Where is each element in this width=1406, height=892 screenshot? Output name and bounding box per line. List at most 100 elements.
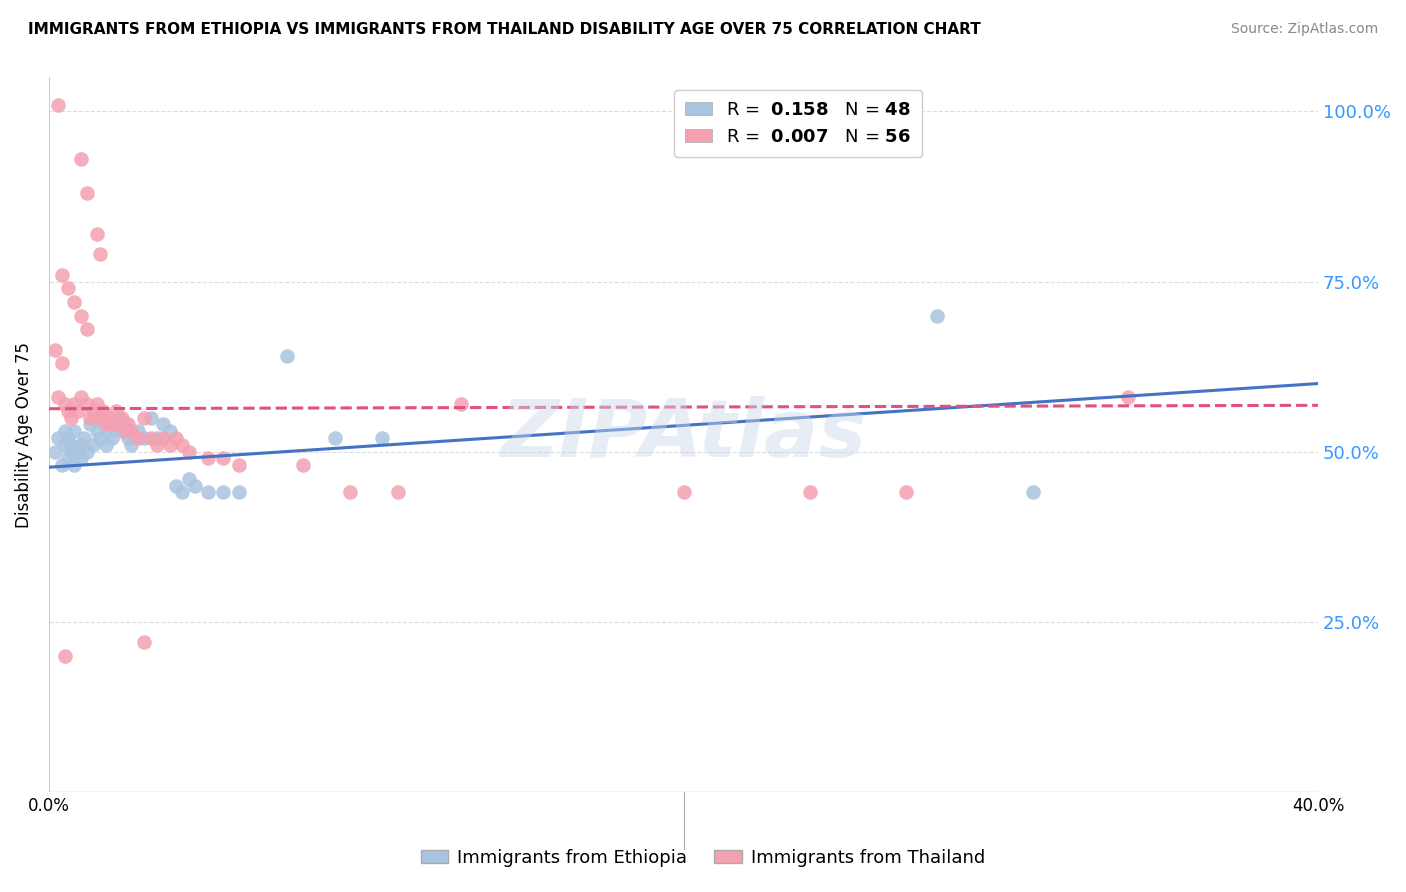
Point: [94, 417, 117, 432]
Point: [82, 438, 104, 452]
Point: [56, 431, 79, 445]
Point: [228, 458, 250, 473]
Point: [53, 438, 76, 452]
Text: IMMIGRANTS FROM ETHIOPIA VS IMMIGRANTS FROM THAILAND DISABILITY AGE OVER 75 CORR: IMMIGRANTS FROM ETHIOPIA VS IMMIGRANTS F…: [28, 22, 981, 37]
Point: [111, 410, 134, 425]
Point: [69, 152, 91, 166]
Point: [51, 268, 73, 282]
Point: [98, 410, 121, 425]
Point: [63, 294, 86, 309]
Point: [1116, 390, 1139, 404]
Point: [387, 485, 409, 500]
Point: [134, 635, 156, 649]
Point: [51, 356, 73, 370]
Point: [73, 431, 96, 445]
Point: [371, 431, 394, 445]
Point: [927, 309, 949, 323]
Text: ZIPAtlas: ZIPAtlas: [501, 395, 866, 474]
Point: [177, 444, 200, 458]
Point: [53, 424, 76, 438]
Point: [139, 410, 162, 425]
Point: [56, 451, 79, 466]
Point: [51, 458, 73, 473]
Point: [89, 247, 111, 261]
Point: [146, 431, 169, 445]
Point: [76, 186, 98, 200]
Point: [212, 485, 235, 500]
Point: [117, 431, 139, 445]
Point: [165, 478, 187, 492]
Point: [101, 431, 124, 445]
Point: [86, 397, 108, 411]
Point: [56, 403, 79, 417]
Point: [139, 431, 162, 445]
Point: [63, 424, 86, 438]
Point: [177, 472, 200, 486]
Point: [66, 403, 89, 417]
Point: [104, 417, 127, 432]
Point: [276, 349, 298, 363]
Point: [69, 390, 91, 404]
Point: [450, 397, 472, 411]
Y-axis label: Disability Age Over 75: Disability Age Over 75: [15, 342, 32, 527]
Point: [48, 431, 70, 445]
Point: [48, 390, 70, 404]
Point: [117, 417, 139, 432]
Legend: R =  $\bf{0.158}$   N = $\bf{48}$, R =  $\bf{0.007}$   N = $\bf{56}$: R = $\bf{0.158}$ N = $\bf{48}$, R = $\bf…: [673, 90, 922, 157]
Point: [69, 438, 91, 452]
Point: [165, 431, 187, 445]
Point: [104, 403, 127, 417]
Point: [60, 410, 83, 425]
Point: [53, 397, 76, 411]
Point: [114, 424, 136, 438]
Point: [152, 431, 174, 445]
Point: [159, 424, 181, 438]
Point: [91, 403, 114, 417]
Point: [146, 438, 169, 452]
Point: [89, 410, 111, 425]
Point: [89, 431, 111, 445]
Point: [76, 322, 98, 336]
Point: [53, 648, 76, 663]
Point: [60, 438, 83, 452]
Point: [339, 485, 361, 500]
Point: [212, 451, 235, 466]
Point: [799, 485, 821, 500]
Point: [172, 438, 194, 452]
Legend: Immigrants from Ethiopia, Immigrants from Thailand: Immigrants from Ethiopia, Immigrants fro…: [413, 842, 993, 874]
Point: [121, 424, 143, 438]
Point: [672, 485, 695, 500]
Point: [56, 281, 79, 295]
Point: [107, 417, 129, 432]
Point: [111, 424, 134, 438]
Point: [94, 438, 117, 452]
Point: [82, 403, 104, 417]
Point: [114, 417, 136, 432]
Point: [894, 485, 917, 500]
Point: [44, 343, 66, 357]
Point: [79, 417, 101, 432]
Point: [69, 309, 91, 323]
Point: [323, 431, 346, 445]
Point: [1021, 485, 1043, 500]
Point: [159, 438, 181, 452]
Point: [152, 417, 174, 432]
Point: [86, 424, 108, 438]
Point: [63, 397, 86, 411]
Point: [291, 458, 314, 473]
Point: [134, 431, 156, 445]
Point: [134, 410, 156, 425]
Point: [63, 458, 86, 473]
Point: [121, 438, 143, 452]
Point: [48, 97, 70, 112]
Point: [127, 424, 149, 438]
Text: Source: ZipAtlas.com: Source: ZipAtlas.com: [1230, 22, 1378, 37]
Point: [86, 227, 108, 241]
Point: [228, 485, 250, 500]
Point: [101, 417, 124, 432]
Point: [76, 397, 98, 411]
Point: [98, 424, 121, 438]
Point: [107, 410, 129, 425]
Point: [60, 444, 83, 458]
Point: [69, 451, 91, 466]
